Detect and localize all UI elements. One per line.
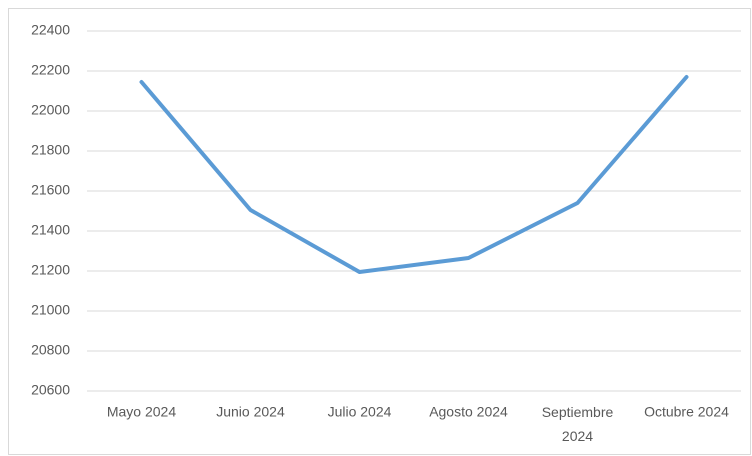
x-tick-label: Octubre 2024 <box>644 404 729 420</box>
y-tick-label: 20600 <box>31 382 70 398</box>
y-tick-label: 21200 <box>31 262 70 278</box>
y-tick-label: 21800 <box>31 142 70 158</box>
x-tick-label-line: 2024 <box>562 428 593 444</box>
x-tick-label: Julio 2024 <box>328 404 392 420</box>
y-tick-label: 21600 <box>31 182 70 198</box>
y-tick-label: 22000 <box>31 102 70 118</box>
x-tick-label-line: Septiembre <box>542 404 614 420</box>
y-tick-label: 21000 <box>31 302 70 318</box>
y-tick-label: 20800 <box>31 342 70 358</box>
y-tick-label: 22400 <box>31 22 70 38</box>
chart-border <box>8 8 751 455</box>
x-tick-label: Junio 2024 <box>216 404 285 420</box>
x-tick-label: Mayo 2024 <box>107 404 176 420</box>
y-tick-label: 21400 <box>31 222 70 238</box>
x-tick-label: Septiembre 2024 <box>542 404 614 444</box>
y-tick-label: 22200 <box>31 62 70 78</box>
x-tick-label: Agosto 2024 <box>429 404 508 420</box>
line <box>139 75 689 274</box>
